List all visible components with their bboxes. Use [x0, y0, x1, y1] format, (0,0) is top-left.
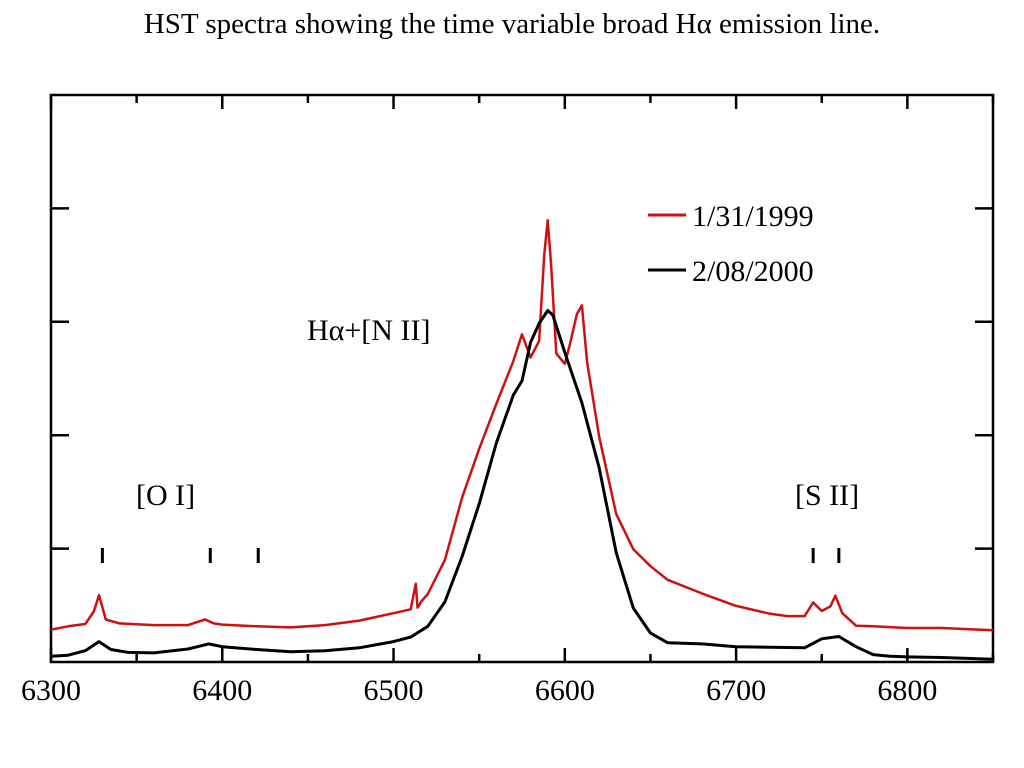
series-lines [50, 219, 994, 661]
legend: 1/31/1999 2/08/2000 [648, 200, 814, 288]
legend-label-2000: 2/08/2000 [692, 255, 814, 288]
chart-title: HST spectra showing the time variable br… [143, 8, 881, 40]
plot-frame [49, 93, 995, 664]
series-line-1-31-1999 [50, 219, 994, 632]
annotation-oi: [O I] [136, 479, 195, 512]
x-tick-label: 6300 [21, 674, 81, 707]
x-tick-label: 6500 [364, 674, 424, 707]
axis-ticks [49, 95, 995, 662]
annotation-halpha: Hα+[N II] [307, 314, 430, 347]
x-tick-label: 6600 [535, 674, 595, 707]
x-tick-label: 6400 [192, 674, 252, 707]
line-markers [100, 548, 841, 563]
x-tick-labels: 6300 6400 6500 6600 6700 6800 [21, 674, 937, 707]
series-line-2-08-2000 [50, 309, 994, 661]
legend-label-1999: 1/31/1999 [692, 200, 814, 233]
x-tick-label: 6700 [706, 674, 766, 707]
x-tick-label: 6800 [877, 674, 937, 707]
annotation-sii: [S II] [795, 479, 859, 512]
